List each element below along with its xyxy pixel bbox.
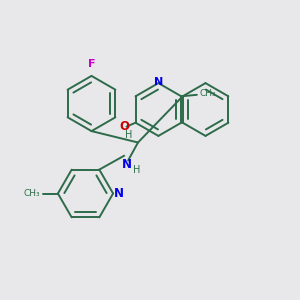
Text: F: F: [88, 59, 95, 69]
Text: N: N: [122, 158, 132, 171]
Text: O: O: [119, 120, 129, 133]
Text: CH₃: CH₃: [24, 189, 40, 198]
Text: H: H: [134, 165, 141, 175]
Text: N: N: [154, 76, 164, 87]
Text: CH₃: CH₃: [199, 89, 216, 98]
Text: N: N: [113, 187, 124, 200]
Text: H: H: [125, 130, 132, 140]
